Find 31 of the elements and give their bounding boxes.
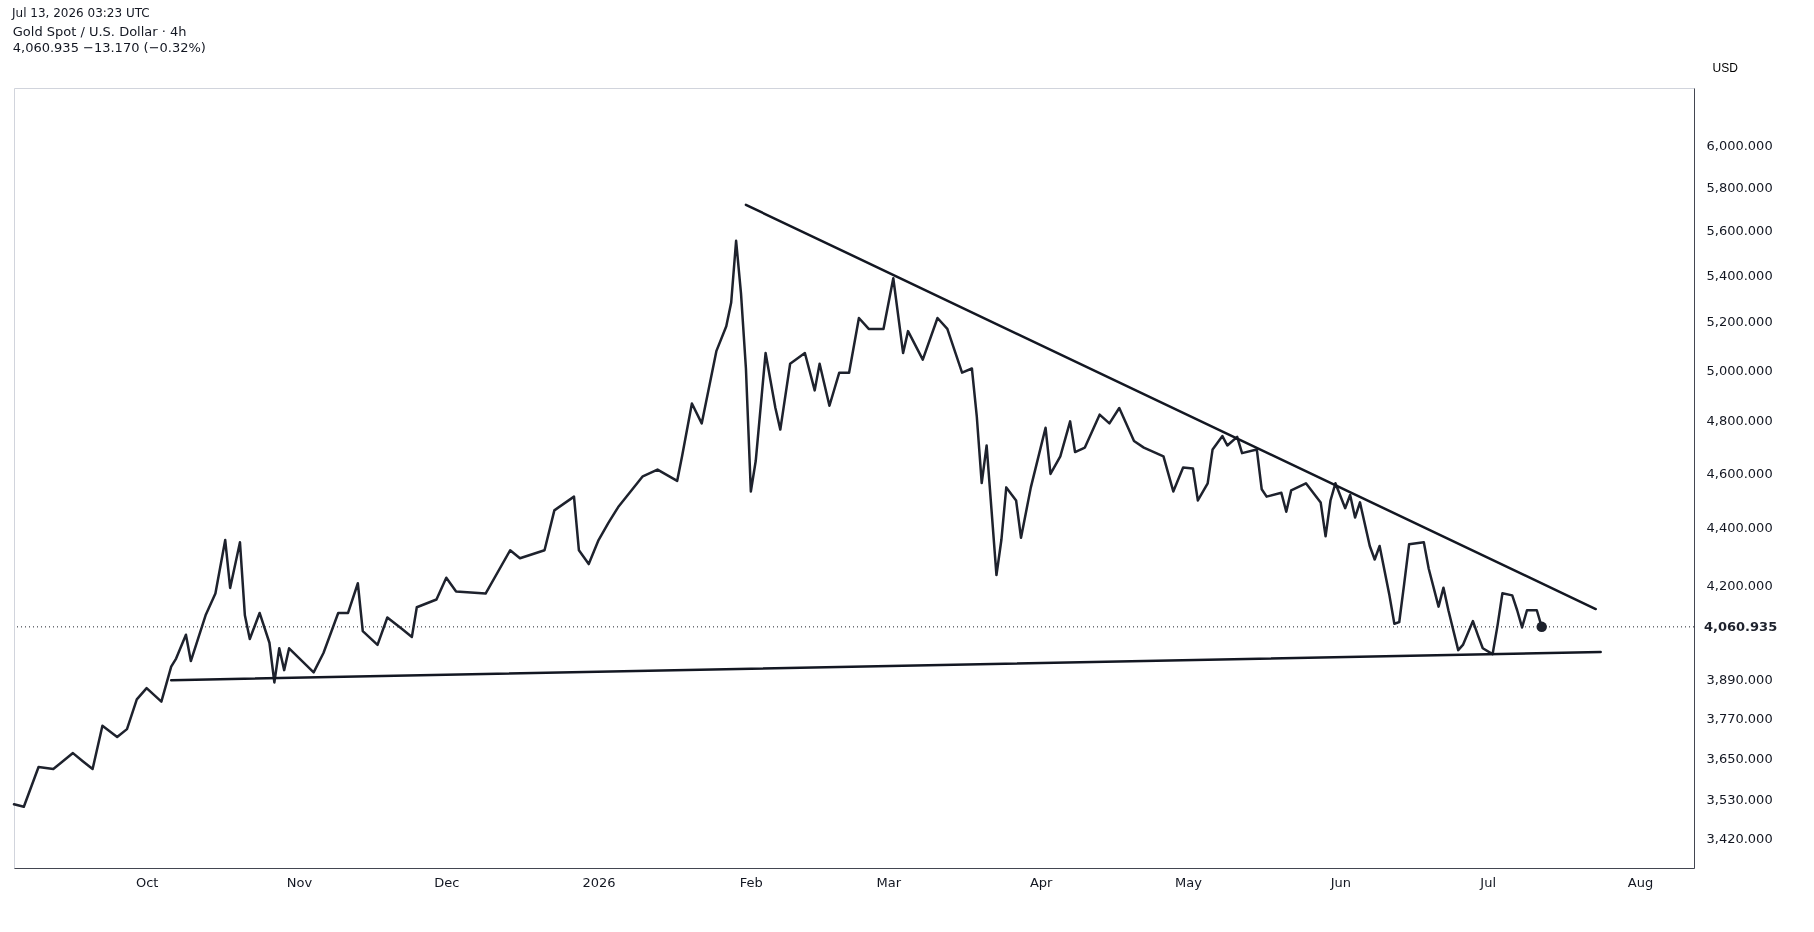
chart-subtitle: 4,060.935 −13.170 (−0.32%) bbox=[12, 40, 206, 55]
y-axis-title: USD bbox=[1712, 60, 1739, 75]
y-tick-label: 3,420.000 bbox=[1706, 831, 1773, 847]
y-tick-label: 5,200.000 bbox=[1706, 314, 1773, 330]
y-tick-label: 5,800.000 bbox=[1706, 179, 1773, 195]
y-tick-label: 5,000.000 bbox=[1706, 362, 1773, 378]
x-tick-label: Aug bbox=[1627, 874, 1654, 890]
y-tick-label: 4,400.000 bbox=[1706, 520, 1773, 536]
x-tick-label: Nov bbox=[286, 874, 313, 890]
chart-title: Gold Spot / U.S. Dollar · 4h bbox=[12, 24, 187, 39]
x-tick-label: Mar bbox=[876, 874, 902, 890]
text: Jul 13, 2026 03:23 UTC bbox=[12, 6, 151, 20]
y-tick-label: 4,600.000 bbox=[1706, 465, 1773, 481]
x-tick-label: Jul bbox=[1479, 874, 1497, 890]
y-tick-label: 3,770.000 bbox=[1706, 711, 1773, 727]
y-tick-label: 6,000.000 bbox=[1706, 137, 1773, 153]
y-tick-label: 4,200.000 bbox=[1706, 577, 1773, 593]
ref-line-label: 4,060.935 bbox=[1704, 618, 1778, 634]
x-tick-label: Feb bbox=[739, 874, 763, 890]
x-tick-label: Dec bbox=[434, 874, 460, 890]
y-tick-label: 5,600.000 bbox=[1706, 222, 1773, 238]
x-tick-label: Apr bbox=[1029, 874, 1054, 890]
y-tick-label: 4,800.000 bbox=[1706, 413, 1773, 429]
y-tick-label: 3,890.000 bbox=[1706, 672, 1773, 688]
y-tick-label: 3,650.000 bbox=[1706, 750, 1773, 766]
y-tick-label: 3,530.000 bbox=[1706, 792, 1773, 808]
x-tick-label: Oct bbox=[135, 874, 159, 890]
x-tick-label: Jun bbox=[1329, 874, 1351, 890]
x-tick-label: May bbox=[1175, 874, 1203, 890]
x-tick-label: 2026 bbox=[582, 874, 616, 890]
y-tick-label: 5,400.000 bbox=[1706, 267, 1773, 283]
